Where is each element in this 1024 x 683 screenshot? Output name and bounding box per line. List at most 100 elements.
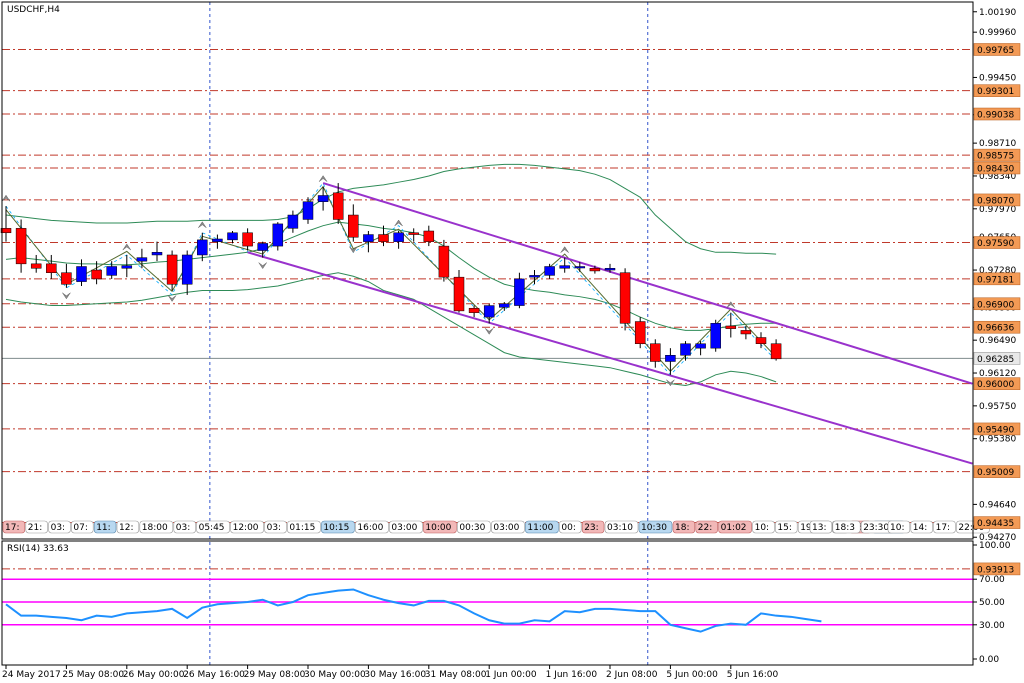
event-tag[interactable] bbox=[695, 520, 718, 534]
candle-body[interactable] bbox=[363, 234, 374, 242]
candle-body[interactable] bbox=[197, 239, 208, 256]
candle-body[interactable] bbox=[257, 243, 268, 251]
candle-body[interactable] bbox=[574, 266, 586, 269]
candle-body[interactable] bbox=[378, 234, 389, 242]
event-tag[interactable] bbox=[638, 520, 673, 534]
event-tag-label: 10:00 bbox=[425, 523, 451, 533]
event-tag[interactable] bbox=[718, 520, 752, 534]
candle-body[interactable] bbox=[332, 192, 344, 220]
event-tag[interactable] bbox=[832, 520, 861, 534]
event-tag-label: 07: bbox=[73, 523, 87, 533]
candle-body[interactable] bbox=[725, 325, 737, 329]
candle-body[interactable] bbox=[514, 278, 525, 306]
candle-body[interactable] bbox=[483, 305, 495, 318]
event-tag[interactable] bbox=[93, 520, 117, 534]
candle-body[interactable] bbox=[755, 337, 767, 344]
candle-body[interactable] bbox=[770, 343, 782, 360]
candle-body[interactable] bbox=[121, 265, 133, 269]
channel-upper-line[interactable] bbox=[322, 182, 973, 385]
candle-body[interactable] bbox=[408, 232, 419, 235]
event-tag[interactable] bbox=[25, 520, 48, 534]
price-tick-label: 0.99960 bbox=[979, 28, 1016, 38]
candle-body[interactable] bbox=[468, 307, 480, 313]
event-tag[interactable] bbox=[933, 520, 956, 534]
candle-body[interactable] bbox=[453, 276, 465, 312]
candle-body[interactable] bbox=[438, 245, 450, 278]
event-tag[interactable] bbox=[196, 520, 230, 534]
event-tag[interactable] bbox=[173, 520, 196, 534]
candle-body[interactable] bbox=[106, 266, 117, 276]
event-tag[interactable] bbox=[423, 520, 457, 534]
event-tag[interactable] bbox=[48, 520, 71, 534]
event-tag[interactable] bbox=[775, 520, 798, 534]
candle-body[interactable] bbox=[348, 214, 359, 238]
candle-body[interactable] bbox=[0, 228, 12, 234]
event-tag[interactable] bbox=[809, 520, 833, 534]
event-tag[interactable] bbox=[321, 520, 355, 534]
candle-body[interactable] bbox=[30, 263, 42, 269]
event-tag[interactable] bbox=[457, 520, 491, 534]
event-tag[interactable] bbox=[264, 520, 287, 534]
event-tag[interactable] bbox=[287, 520, 321, 534]
candle-body[interactable] bbox=[423, 230, 435, 242]
candle-body[interactable] bbox=[589, 268, 601, 272]
candle-body[interactable] bbox=[61, 272, 72, 285]
candle-body[interactable] bbox=[151, 252, 163, 256]
candle-body[interactable] bbox=[166, 254, 178, 285]
rsi-plot[interactable] bbox=[2, 578, 973, 633]
event-tag-label: 03: bbox=[176, 523, 190, 533]
candle-body[interactable] bbox=[619, 272, 631, 324]
candle-body[interactable] bbox=[680, 343, 691, 356]
event-tag[interactable] bbox=[139, 520, 174, 534]
candle-body[interactable] bbox=[529, 275, 540, 278]
candle-body[interactable] bbox=[650, 343, 661, 362]
event-tag[interactable] bbox=[71, 520, 94, 534]
event-tag[interactable] bbox=[604, 520, 639, 534]
event-tag-label: 22: bbox=[698, 523, 712, 533]
candle-body[interactable] bbox=[136, 257, 148, 262]
event-tag[interactable] bbox=[2, 520, 26, 534]
candle-body[interactable] bbox=[91, 269, 102, 280]
candle-body[interactable] bbox=[302, 201, 314, 220]
time-tick-label: 5 Jun 16:00 bbox=[727, 670, 779, 680]
event-tag-label: 11:00 bbox=[527, 523, 553, 533]
channel-lower-line[interactable] bbox=[247, 251, 973, 465]
price-tick-label: 0.96490 bbox=[979, 336, 1016, 346]
event-tag[interactable] bbox=[672, 520, 696, 534]
candle-body[interactable] bbox=[665, 355, 676, 362]
candle-body[interactable] bbox=[740, 330, 752, 335]
candle-body[interactable] bbox=[544, 266, 555, 276]
event-tag-label: 03:00 bbox=[493, 523, 519, 533]
zigzag-low-arrow bbox=[62, 292, 71, 300]
candle-body[interactable] bbox=[559, 265, 570, 269]
candle-body[interactable] bbox=[604, 268, 616, 271]
candle-body[interactable] bbox=[393, 232, 404, 242]
candle-body[interactable] bbox=[710, 323, 721, 349]
candle-body[interactable] bbox=[499, 303, 510, 308]
event-tag[interactable] bbox=[525, 520, 559, 534]
event-tag[interactable] bbox=[230, 520, 264, 534]
candle-body[interactable] bbox=[227, 232, 238, 241]
candle-body[interactable] bbox=[272, 223, 284, 247]
event-tag[interactable] bbox=[116, 520, 140, 534]
event-tag[interactable] bbox=[491, 520, 525, 534]
candle-body[interactable] bbox=[317, 195, 329, 202]
price-plot[interactable]: 17: 21: 03: 07: 11: 12: 18:00 03: 05:45 12:00 03: 0… bbox=[0, 2, 990, 665]
candle-body[interactable] bbox=[634, 321, 646, 344]
event-tag[interactable] bbox=[559, 520, 582, 534]
event-tag[interactable] bbox=[752, 520, 775, 534]
candle-body[interactable] bbox=[695, 343, 706, 349]
event-tag[interactable] bbox=[887, 520, 911, 534]
candle-body[interactable] bbox=[76, 266, 87, 282]
event-tag[interactable] bbox=[910, 520, 933, 534]
candle-body[interactable] bbox=[181, 254, 193, 285]
candle-body[interactable] bbox=[46, 263, 57, 273]
candle-body[interactable] bbox=[212, 238, 223, 242]
event-tag[interactable] bbox=[581, 520, 605, 534]
candle-body[interactable] bbox=[15, 228, 27, 265]
candle-body[interactable] bbox=[287, 214, 299, 229]
event-tag[interactable] bbox=[355, 520, 389, 534]
candle-body[interactable] bbox=[242, 232, 253, 247]
event-tag[interactable] bbox=[389, 520, 423, 534]
